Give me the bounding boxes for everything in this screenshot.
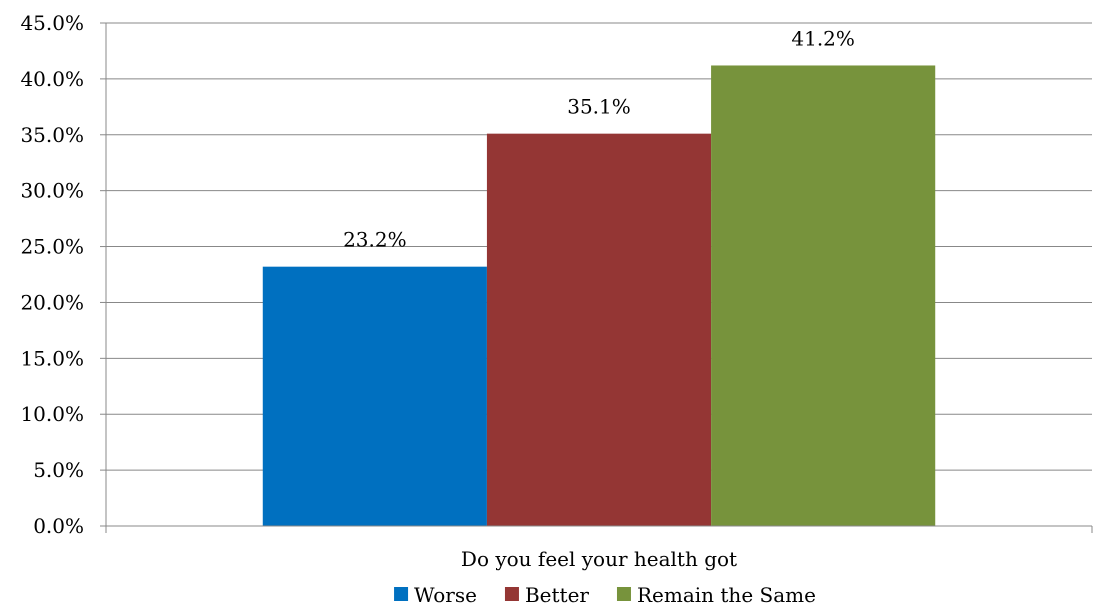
y-tick-label: 10.0%	[20, 402, 84, 426]
legend-item: Better	[504, 583, 589, 607]
legend-swatch	[616, 587, 631, 601]
y-tick-label: 35.0%	[20, 123, 84, 147]
data-label: 35.1%	[567, 95, 631, 119]
legend-item: Remain the Same	[616, 583, 816, 607]
y-tick-label: 25.0%	[20, 235, 84, 259]
y-tick-label: 40.0%	[20, 67, 84, 91]
bars	[262, 65, 936, 526]
legend-item: Worse	[394, 583, 477, 607]
y-axis-tick-labels: 0.0% 5.0% 10.0% 15.0% 20.0% 25.0% 30.0% 35.0% 40…	[20, 11, 84, 538]
legend-swatch	[504, 587, 519, 601]
legend-label: Worse	[414, 583, 477, 607]
data-label: 41.2%	[791, 26, 855, 50]
category-label: Do you feel your health got	[461, 547, 737, 571]
y-tick-label: 0.0%	[33, 514, 84, 538]
axes	[100, 22, 1093, 533]
bar-worse	[262, 266, 487, 526]
y-tick-label: 5.0%	[33, 458, 84, 482]
category-labels: Do you feel your health got	[461, 547, 737, 571]
legend-label: Better	[525, 583, 589, 607]
data-labels: 23.2% 35.1% 41.2%	[343, 26, 855, 251]
legend: Worse Better Remain the Same	[394, 583, 816, 607]
y-tick-label: 45.0%	[20, 11, 84, 35]
data-label: 23.2%	[343, 228, 407, 252]
bar-remain-the-same	[711, 65, 936, 526]
bar-better	[486, 133, 712, 526]
y-tick-label: 20.0%	[20, 290, 84, 314]
legend-label: Remain the Same	[637, 583, 816, 607]
y-tick-label: 30.0%	[20, 179, 84, 203]
y-tick-label: 15.0%	[20, 346, 84, 370]
legend-swatch	[394, 587, 409, 601]
